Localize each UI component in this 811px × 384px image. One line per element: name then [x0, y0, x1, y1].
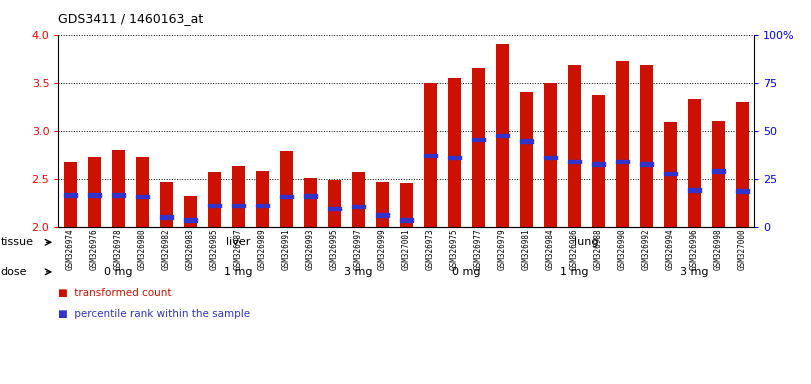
- Bar: [472, 137, 485, 141]
- Bar: [663, 122, 677, 227]
- Bar: [112, 193, 125, 197]
- Bar: [255, 204, 269, 207]
- Bar: [184, 218, 197, 222]
- Bar: [400, 184, 413, 227]
- Text: 3 mg: 3 mg: [344, 267, 372, 277]
- Text: 1 mg: 1 mg: [224, 267, 252, 277]
- Text: dose: dose: [1, 267, 28, 277]
- Text: 1 mg: 1 mg: [560, 267, 589, 277]
- Bar: [255, 171, 269, 227]
- Bar: [160, 215, 173, 218]
- Bar: [64, 193, 77, 197]
- Bar: [448, 156, 461, 159]
- Bar: [543, 83, 557, 227]
- Bar: [184, 196, 197, 227]
- Bar: [592, 162, 605, 166]
- Bar: [352, 205, 365, 208]
- Bar: [568, 65, 581, 227]
- Bar: [88, 157, 101, 227]
- Bar: [448, 78, 461, 227]
- Bar: [688, 189, 701, 192]
- Bar: [736, 102, 749, 227]
- Text: ■  percentile rank within the sample: ■ percentile rank within the sample: [58, 309, 251, 319]
- Bar: [423, 154, 437, 157]
- Bar: [160, 182, 173, 227]
- Bar: [496, 44, 508, 227]
- Bar: [711, 169, 725, 172]
- Bar: [688, 99, 701, 227]
- Bar: [400, 218, 413, 222]
- Text: lung: lung: [574, 237, 599, 247]
- Bar: [592, 95, 605, 227]
- Text: GDS3411 / 1460163_at: GDS3411 / 1460163_at: [58, 12, 204, 25]
- Text: 3 mg: 3 mg: [680, 267, 709, 277]
- Bar: [375, 214, 389, 217]
- Bar: [280, 151, 293, 227]
- Bar: [64, 162, 77, 227]
- Text: 0 mg: 0 mg: [452, 267, 481, 277]
- Text: ■  transformed count: ■ transformed count: [58, 288, 172, 298]
- Bar: [135, 195, 149, 199]
- Bar: [423, 83, 437, 227]
- Text: liver: liver: [226, 237, 251, 247]
- Bar: [520, 139, 533, 143]
- Bar: [232, 204, 245, 207]
- Bar: [232, 166, 245, 227]
- Bar: [304, 178, 317, 227]
- Bar: [472, 68, 485, 227]
- Bar: [112, 150, 125, 227]
- Bar: [208, 172, 221, 227]
- Text: 0 mg: 0 mg: [104, 267, 133, 277]
- Bar: [568, 160, 581, 163]
- Bar: [208, 204, 221, 207]
- Bar: [640, 65, 653, 227]
- Bar: [280, 195, 293, 199]
- Bar: [640, 162, 653, 166]
- Bar: [616, 160, 629, 163]
- Bar: [88, 193, 101, 197]
- Bar: [304, 194, 317, 197]
- Bar: [543, 156, 557, 159]
- Bar: [663, 172, 677, 175]
- Text: tissue: tissue: [1, 237, 34, 247]
- Bar: [328, 180, 341, 227]
- Bar: [352, 172, 365, 227]
- Bar: [496, 134, 508, 137]
- Bar: [736, 189, 749, 193]
- Bar: [711, 121, 725, 227]
- Bar: [520, 92, 533, 227]
- Bar: [135, 157, 149, 227]
- Bar: [328, 207, 341, 210]
- Bar: [375, 182, 389, 227]
- Bar: [616, 61, 629, 227]
